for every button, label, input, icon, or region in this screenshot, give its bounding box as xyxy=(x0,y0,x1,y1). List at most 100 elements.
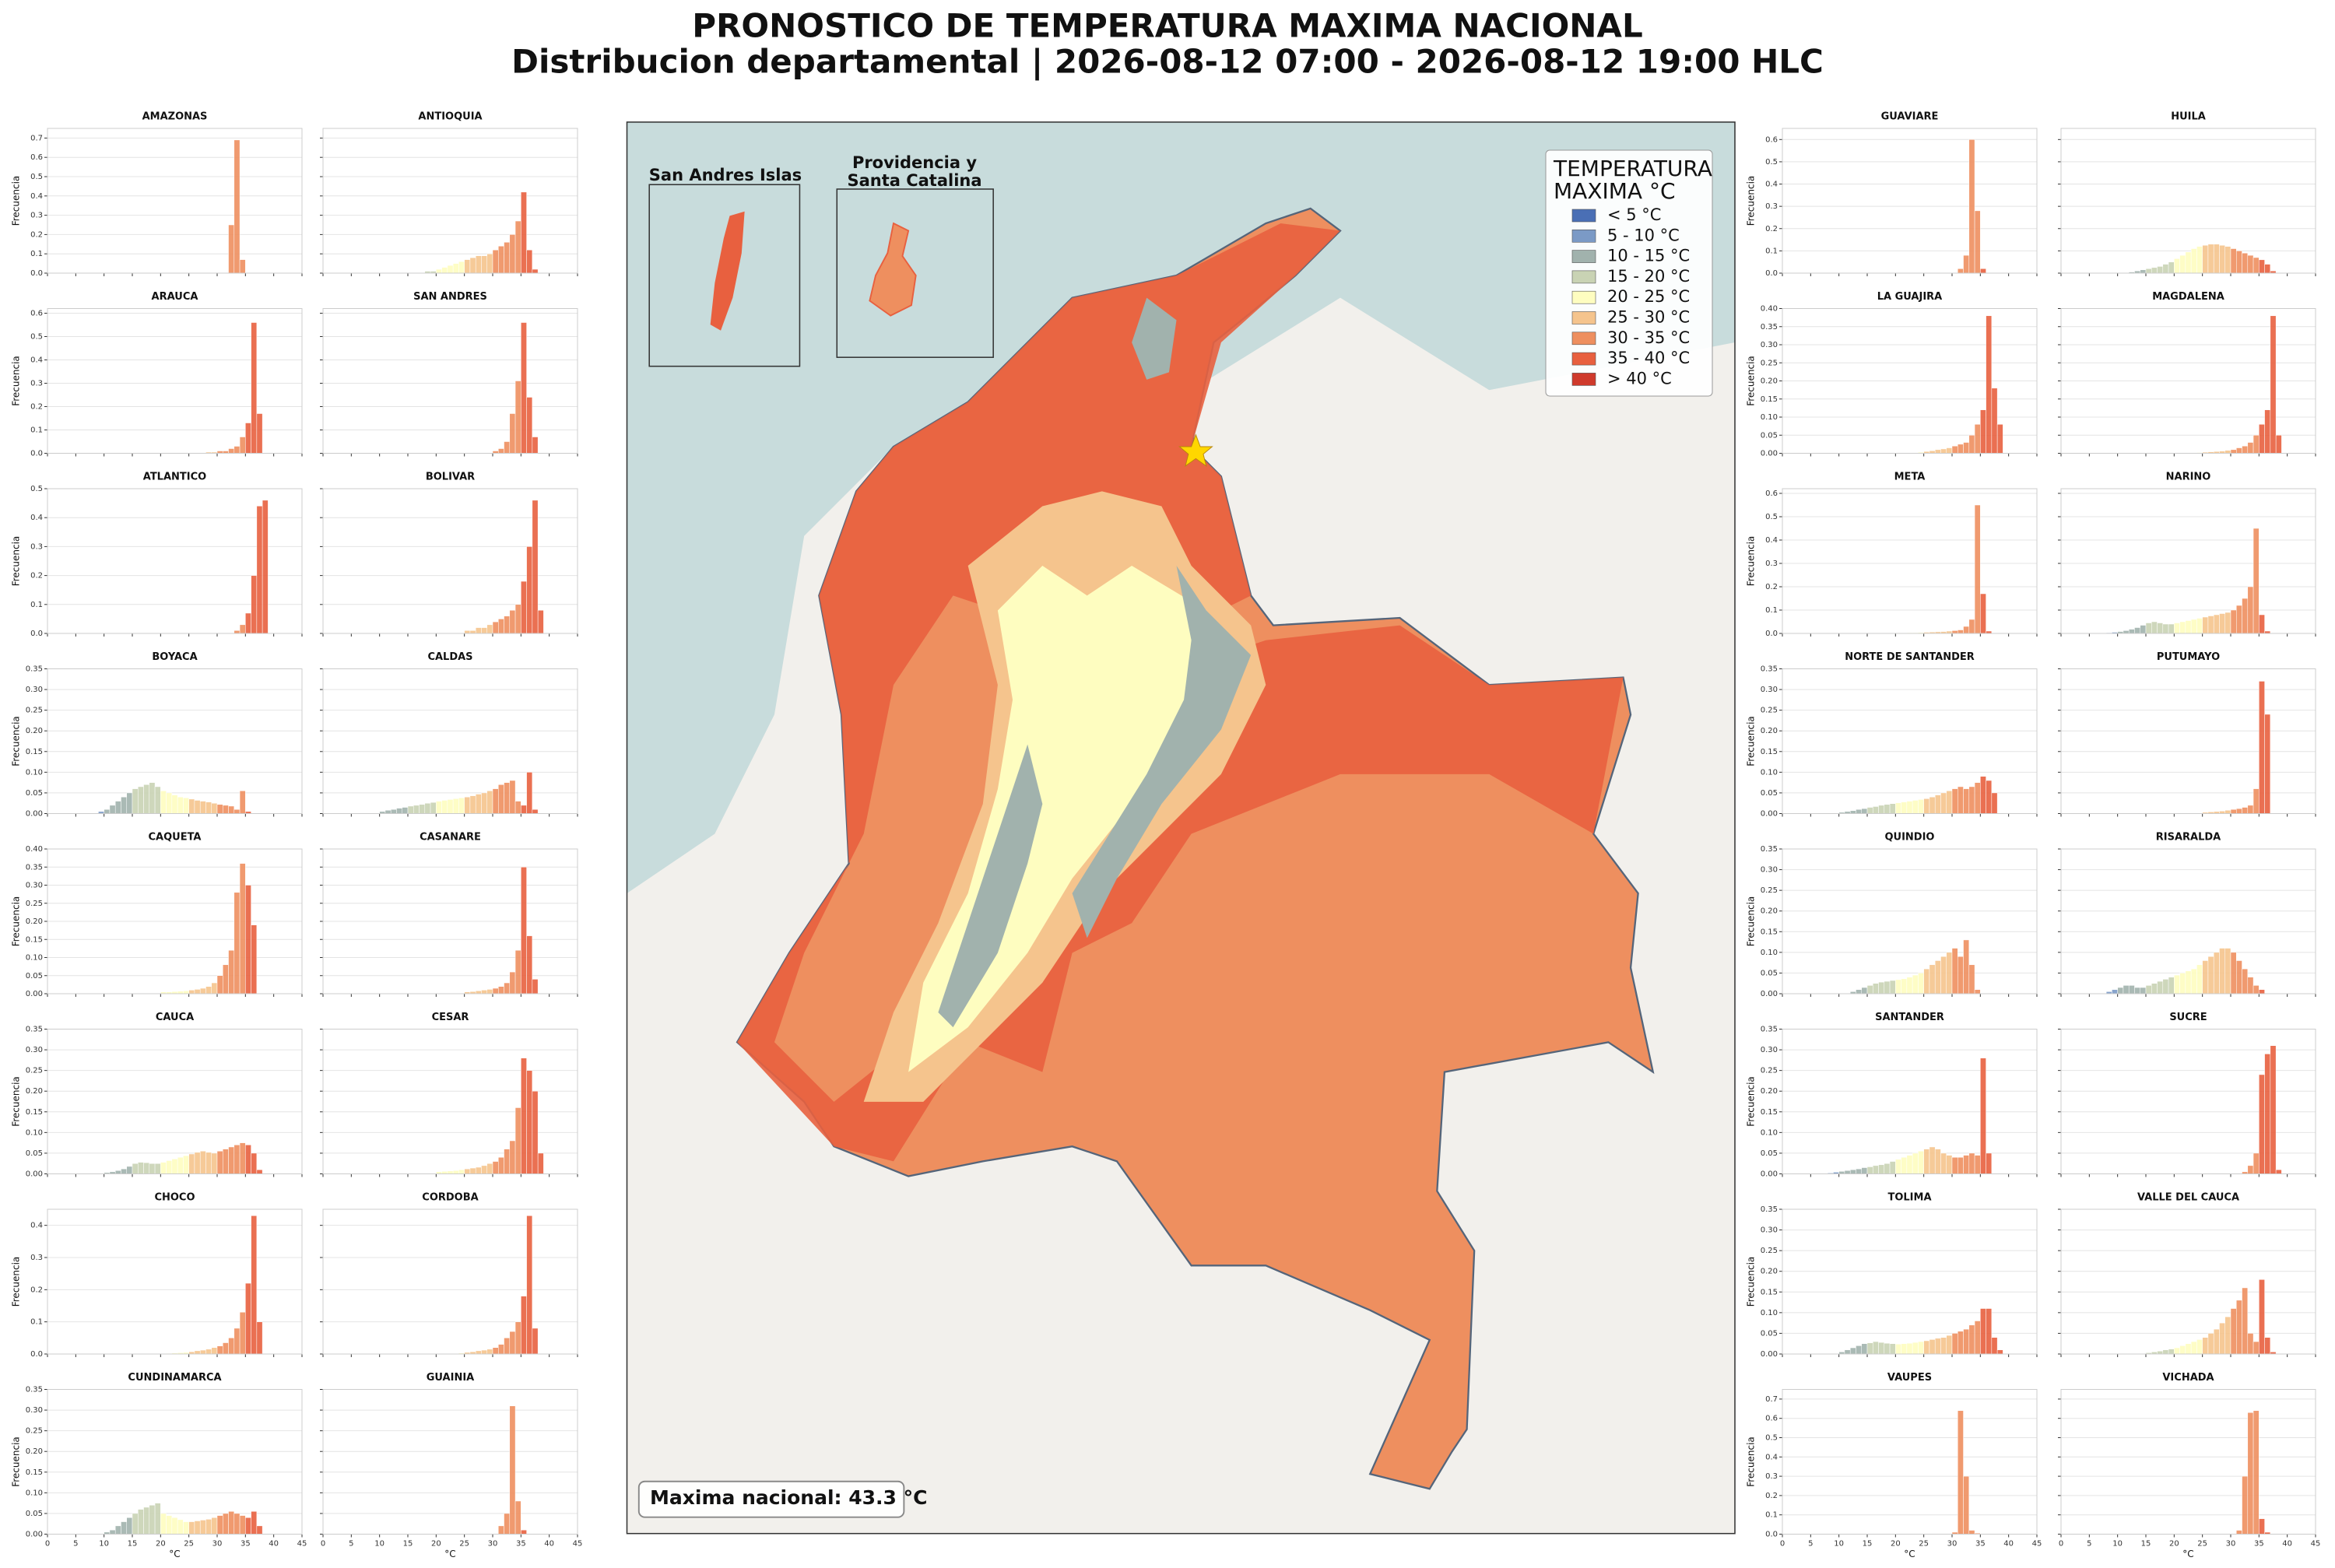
y-axis-label: Frecuencia xyxy=(11,176,22,226)
bar xyxy=(486,624,493,634)
bar xyxy=(126,792,133,814)
bar xyxy=(514,220,521,274)
bar xyxy=(1878,1164,1885,1174)
y-tick-label: 0.2 xyxy=(1765,1492,1778,1500)
bar xyxy=(514,1107,521,1174)
figure-title: PRONOSTICO DE TEMPERATURA MAXIMA NACIONA… xyxy=(692,7,1642,45)
panel-title: LA GUAJIRA xyxy=(1877,291,1943,303)
bar xyxy=(239,791,246,814)
bar xyxy=(132,788,139,814)
axes-frame xyxy=(322,488,578,634)
y-tick-label: 0.20 xyxy=(1761,1087,1778,1096)
bar xyxy=(2207,956,2214,994)
panel-title: NORTE DE SANTANDER xyxy=(1845,651,1975,663)
panel-title: HUILA xyxy=(2171,111,2206,123)
y-tick-label: 0.15 xyxy=(1761,1288,1778,1296)
bar xyxy=(1968,1152,1975,1174)
bar xyxy=(216,975,223,994)
y-tick-label: 0.10 xyxy=(1761,949,1778,957)
y-tick-label: 0.00 xyxy=(1761,990,1778,998)
bar xyxy=(239,259,246,274)
bar xyxy=(2224,246,2231,274)
bar xyxy=(138,1162,144,1174)
bar xyxy=(2275,435,2282,454)
bar xyxy=(114,1525,121,1535)
bar xyxy=(228,1511,235,1535)
bar xyxy=(1895,979,1901,994)
bar xyxy=(2140,987,2147,994)
bar xyxy=(532,1328,539,1355)
bar xyxy=(2157,623,2164,634)
y-axis-label: Frecuencia xyxy=(11,896,22,947)
bar xyxy=(509,234,516,274)
bar xyxy=(481,792,487,814)
bar xyxy=(109,1529,116,1535)
bar xyxy=(109,805,116,814)
y-tick-label: 0.35 xyxy=(26,1026,43,1034)
bar xyxy=(177,1156,184,1174)
bar xyxy=(1968,619,1975,634)
bar xyxy=(234,446,241,454)
bar xyxy=(160,1162,167,1174)
bar xyxy=(2213,614,2220,634)
bar xyxy=(492,249,499,274)
x-tick-label: 0 xyxy=(321,1540,325,1549)
bar xyxy=(1946,1155,1953,1174)
bar xyxy=(1974,989,1981,994)
bar xyxy=(1963,1328,1970,1355)
bar xyxy=(171,795,178,814)
y-tick-label: 0.25 xyxy=(1761,1067,1778,1075)
bar xyxy=(2224,809,2231,814)
x-tick-label: 40 xyxy=(269,1540,279,1549)
bar xyxy=(514,801,521,814)
y-tick-label: 0.1 xyxy=(30,1318,43,1327)
panel-title: SUCRE xyxy=(2169,1012,2207,1023)
bar xyxy=(2202,960,2209,994)
bar xyxy=(245,1145,251,1174)
bar xyxy=(211,1152,218,1174)
bar xyxy=(2168,623,2175,634)
bar xyxy=(1889,1343,1896,1355)
bar xyxy=(2264,1337,2271,1355)
bar xyxy=(390,809,397,814)
x-axis-label: °C xyxy=(2182,1549,2193,1559)
bar xyxy=(1929,1146,1936,1174)
bar xyxy=(1844,1170,1851,1174)
bar xyxy=(1934,960,1941,994)
bar xyxy=(2213,952,2220,994)
bar xyxy=(1968,786,1975,814)
bar xyxy=(2123,630,2130,634)
bar xyxy=(143,1507,150,1535)
bar xyxy=(223,1149,229,1174)
bar xyxy=(2236,960,2242,994)
legend-label: 15 - 20 °C xyxy=(1607,267,1690,286)
y-tick-label: 0.20 xyxy=(26,727,43,735)
bar xyxy=(2168,1349,2175,1355)
axes-frame xyxy=(2060,308,2316,454)
bar xyxy=(481,990,487,994)
bar xyxy=(2259,1518,2265,1535)
bar xyxy=(1940,1337,1947,1355)
bar xyxy=(2179,973,2186,994)
bar xyxy=(1923,798,1930,814)
bar xyxy=(2259,681,2265,814)
y-tick-label: 0.25 xyxy=(1761,1247,1778,1255)
y-tick-label: 0.25 xyxy=(26,1427,43,1436)
bar xyxy=(2275,1169,2282,1174)
y-tick-label: 0.3 xyxy=(30,1254,43,1262)
bar xyxy=(114,801,121,814)
y-tick-label: 0.00 xyxy=(26,990,43,998)
x-tick-label: 10 xyxy=(99,1540,109,1549)
bar xyxy=(2247,1412,2254,1535)
bar xyxy=(2174,974,2180,994)
bar xyxy=(1844,1349,1851,1355)
bar xyxy=(2151,983,2158,994)
bar xyxy=(1861,1167,1868,1174)
bar xyxy=(498,619,504,634)
y-tick-label: 0.2 xyxy=(30,403,43,412)
bar xyxy=(2185,1343,2192,1355)
bar xyxy=(509,780,516,814)
bar xyxy=(1912,974,1919,994)
bar xyxy=(521,867,527,994)
bar xyxy=(245,612,251,634)
